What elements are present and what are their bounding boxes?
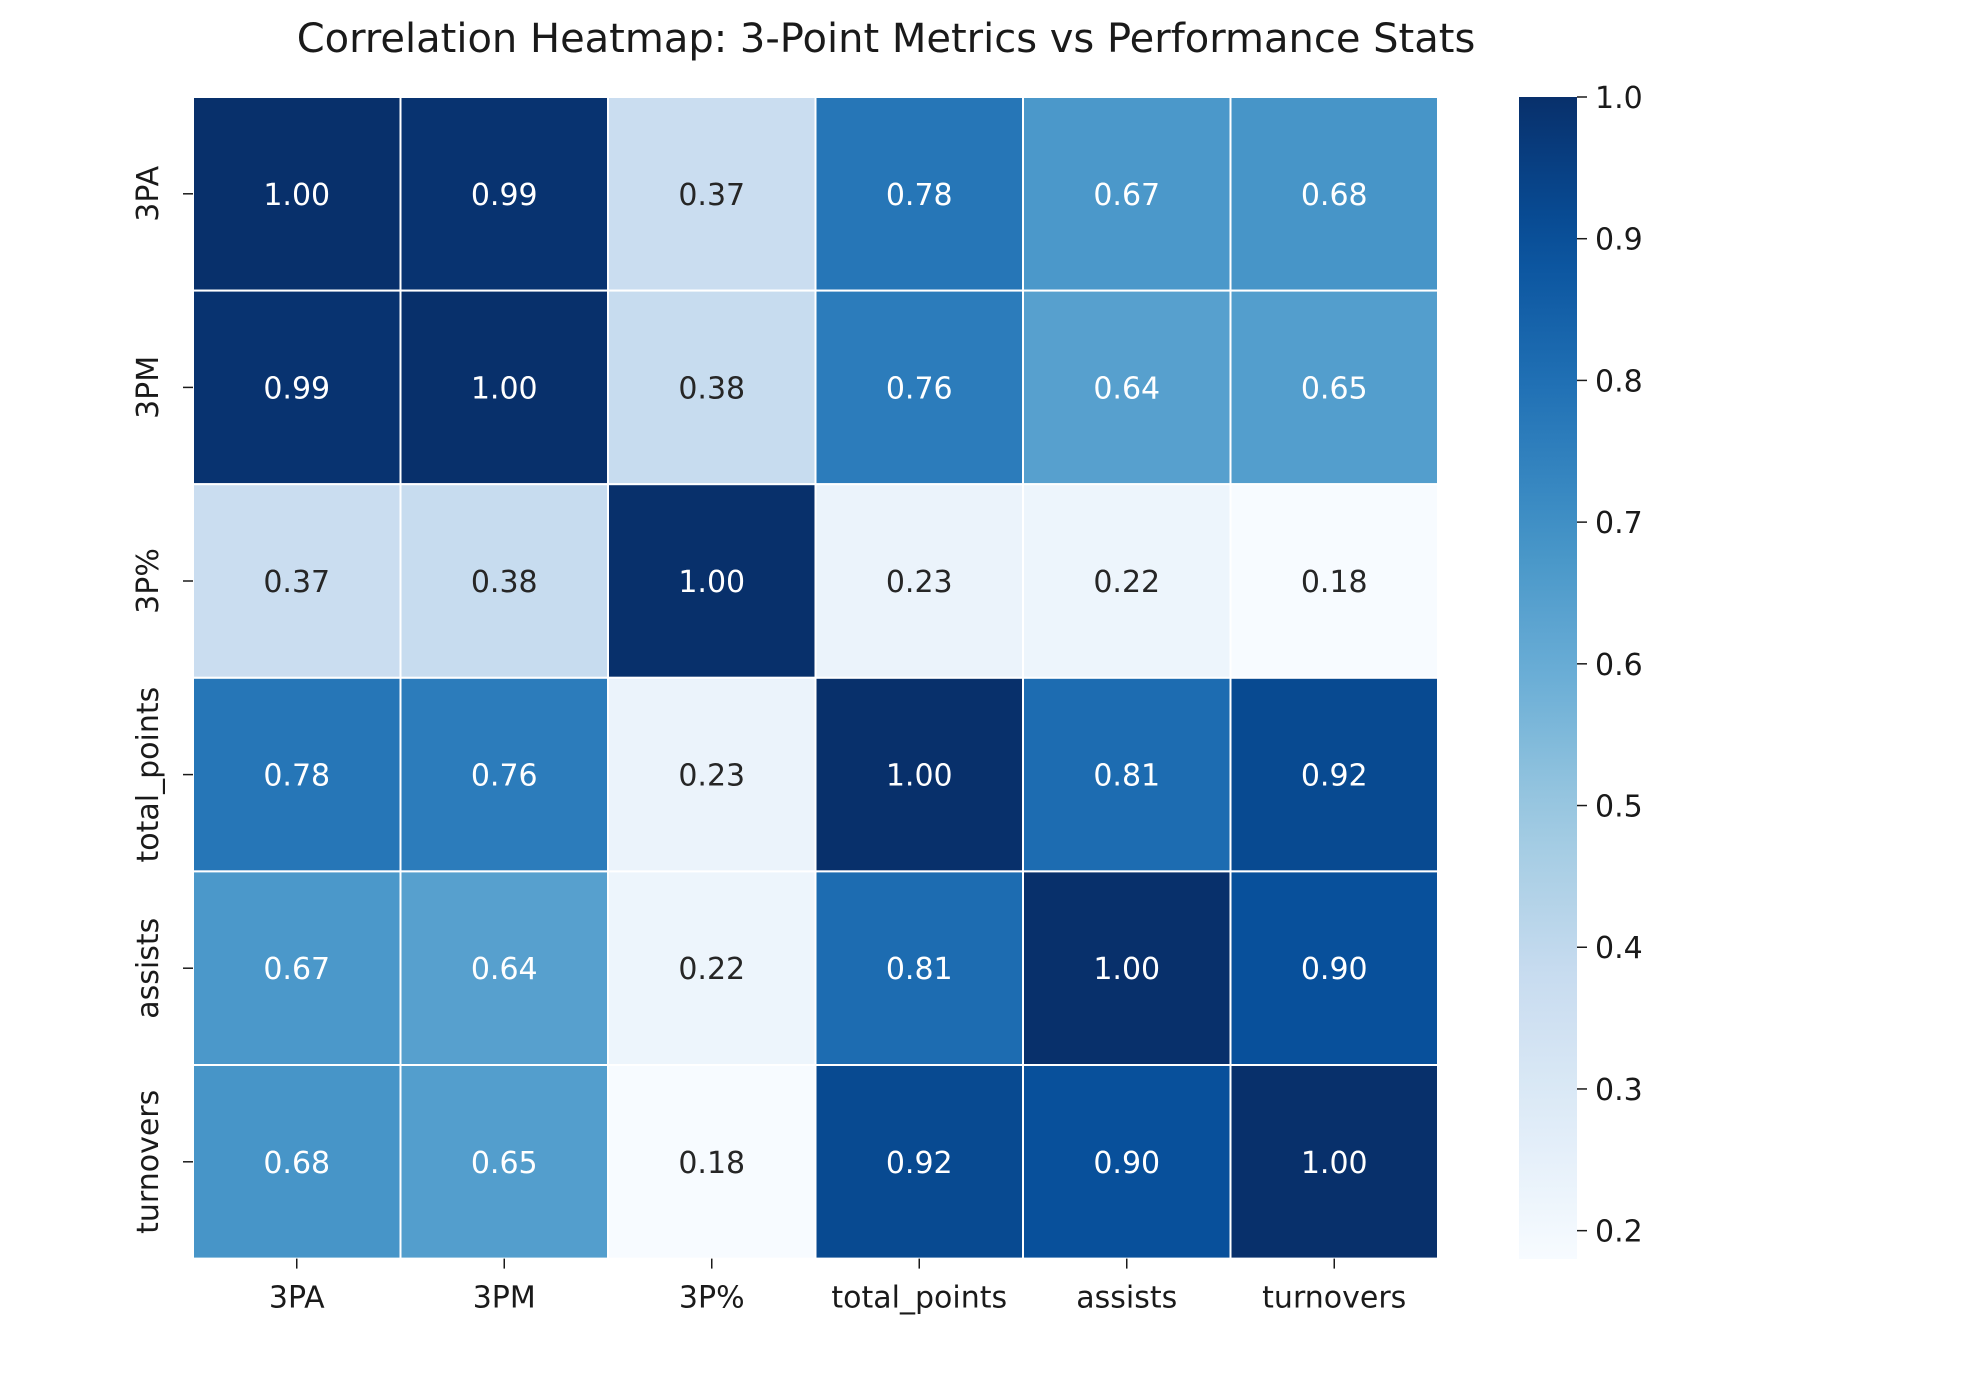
cell-value-label: 0.67 — [1093, 178, 1160, 213]
heatmap-cell — [192, 96, 402, 292]
heatmap-cell — [814, 96, 1024, 292]
cell-value-label: 1.00 — [1301, 1146, 1368, 1181]
heatmap-cell — [1022, 96, 1232, 292]
heatmap-cell — [1229, 96, 1439, 292]
x-tick-label: 3PA — [269, 1281, 325, 1316]
colorbar-tick-label: 0.2 — [1595, 1215, 1643, 1250]
heatmap-cell — [192, 676, 402, 873]
heatmap-cell — [399, 676, 609, 873]
heatmap-cell — [607, 676, 817, 873]
cell-value-label: 1.00 — [471, 371, 538, 406]
cell-value-label: 0.81 — [1093, 759, 1160, 794]
cell-value-label: 0.90 — [1093, 1146, 1160, 1181]
heatmap-cell — [1229, 1064, 1439, 1260]
cell-value-label: 0.67 — [263, 952, 330, 987]
x-tick-label: total_points — [831, 1281, 1007, 1316]
cell-value-label: 0.90 — [1301, 952, 1368, 987]
colorbar-tick-label: 0.8 — [1595, 364, 1643, 399]
colorbar-tick-label: 0.5 — [1595, 790, 1643, 825]
cell-value-label: 1.00 — [678, 565, 745, 600]
cell-value-label: 0.65 — [1301, 371, 1368, 406]
cell-value-label: 0.23 — [678, 759, 745, 794]
y-tick-label: 3PM — [131, 356, 166, 419]
x-tick-label: 3PM — [473, 1281, 536, 1316]
y-tick-label: 3P% — [131, 548, 166, 614]
cell-value-label: 0.78 — [263, 759, 330, 794]
x-axis: 3PA 3PM 3P% total_points assists turnovers — [269, 1258, 1406, 1316]
cell-value-label: 0.23 — [886, 565, 953, 600]
cell-value-label: 0.99 — [471, 178, 538, 213]
heatmap-cell — [814, 483, 1024, 679]
x-tick-label: assists — [1076, 1281, 1177, 1316]
colorbar-tick-label: 0.6 — [1595, 648, 1643, 683]
cell-value-label: 0.68 — [263, 1146, 330, 1181]
heatmap-cell — [192, 483, 402, 679]
heatmap-cell — [1022, 870, 1232, 1067]
heatmap-cell — [607, 96, 817, 292]
heatmap-cell — [1022, 483, 1232, 679]
cell-value-label: 0.22 — [678, 952, 745, 987]
heatmap-cells: 1.00 0.99 0.37 0.78 0.67 0.68 0.99 1.00 0.38 0.76… — [192, 96, 1439, 1260]
heatmap-cell — [1229, 870, 1439, 1067]
heatmap-cell — [1022, 676, 1232, 873]
y-tick-label: turnovers — [131, 1090, 166, 1234]
heatmap-cell — [399, 96, 609, 292]
cell-value-label: 0.37 — [263, 565, 330, 600]
colorbar-ticks: 0.2 0.3 0.4 0.5 0.6 0.7 0.8 0.9 1.0 — [1577, 81, 1643, 1250]
heatmap-cell — [1022, 1064, 1232, 1260]
y-tick-label: assists — [131, 918, 166, 1019]
colorbar-gradient — [1519, 97, 1577, 1259]
cell-value-label: 0.76 — [471, 759, 538, 794]
cell-value-label: 0.64 — [1093, 371, 1160, 406]
cell-value-label: 0.81 — [886, 952, 953, 987]
heatmap-cell — [1229, 676, 1439, 873]
cell-value-label: 1.00 — [886, 759, 953, 794]
cell-value-label: 1.00 — [263, 178, 330, 213]
cell-value-label: 0.38 — [471, 565, 538, 600]
cell-value-label: 0.99 — [263, 371, 330, 406]
heatmap-cell — [192, 1064, 402, 1260]
chart-title: Correlation Heatmap: 3-Point Metrics vs … — [297, 16, 1476, 62]
cell-value-label: 0.37 — [678, 178, 745, 213]
cell-value-label: 0.38 — [678, 371, 745, 406]
colorbar-tick-label: 0.7 — [1595, 506, 1643, 541]
heatmap-cell — [814, 870, 1024, 1067]
heatmap-cell — [607, 870, 817, 1067]
colorbar-tick-label: 0.4 — [1595, 931, 1643, 966]
cell-value-label: 0.68 — [1301, 178, 1368, 213]
y-tick-label: 3PA — [131, 165, 166, 221]
heatmap-cell — [607, 483, 817, 679]
cell-value-label: 0.22 — [1093, 565, 1160, 600]
heatmap-cell — [399, 289, 609, 486]
heatmap-cell — [814, 676, 1024, 873]
heatmap-cell — [1229, 289, 1439, 486]
colorbar: 0.2 0.3 0.4 0.5 0.6 0.7 0.8 0.9 1.0 — [1519, 81, 1643, 1259]
colorbar-tick-label: 0.9 — [1595, 223, 1643, 258]
x-tick-label: turnovers — [1262, 1281, 1406, 1316]
cell-value-label: 1.00 — [1093, 952, 1160, 987]
cell-value-label: 0.76 — [886, 371, 953, 406]
cell-value-label: 0.18 — [678, 1146, 745, 1181]
heatmap-cell — [192, 870, 402, 1067]
cell-value-label: 0.65 — [471, 1146, 538, 1181]
cell-value-label: 0.64 — [471, 952, 538, 987]
heatmap-cell — [814, 289, 1024, 486]
colorbar-tick-label: 0.3 — [1595, 1073, 1643, 1108]
heatmap-cell — [399, 483, 609, 679]
cell-value-label: 0.92 — [1301, 759, 1368, 794]
x-tick-label: 3P% — [679, 1281, 745, 1316]
heatmap-cell — [1229, 483, 1439, 679]
cell-value-label: 0.18 — [1301, 565, 1368, 600]
cell-value-label: 0.78 — [886, 178, 953, 213]
cell-value-label: 0.92 — [886, 1146, 953, 1181]
y-tick-label: total_points — [131, 687, 166, 863]
colorbar-tick-label: 1.0 — [1595, 81, 1643, 116]
